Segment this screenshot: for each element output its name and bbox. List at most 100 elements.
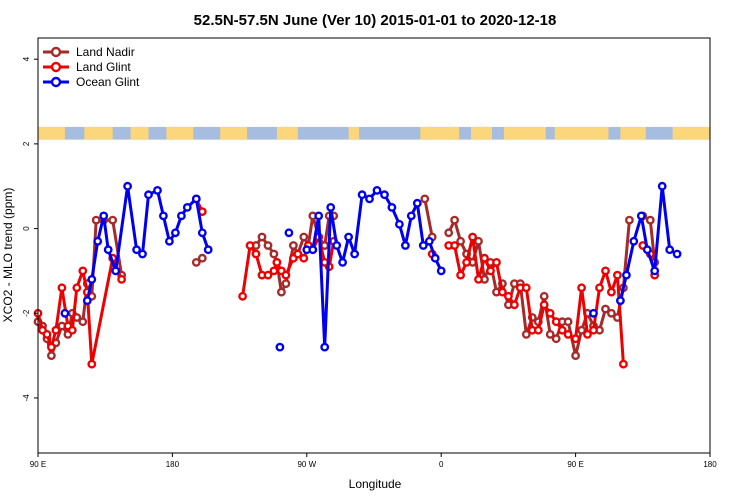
ocean-glint-point: [665, 245, 675, 255]
land-band: [348, 126, 360, 140]
land-glint-point: [601, 266, 610, 276]
land-glint-point: [245, 241, 255, 250]
land-glint-point: [486, 266, 495, 276]
land-nadir-point: [288, 241, 298, 250]
plot-area: [33, 181, 682, 369]
land-glint-point: [607, 287, 616, 297]
land-nadir-point: [563, 317, 573, 327]
y-tick-label: 4: [22, 56, 31, 61]
land-glint-point: [462, 257, 471, 267]
land-nadir-point: [420, 194, 430, 204]
land-mask-strip: [38, 126, 710, 140]
legend-swatch-marker: [50, 76, 62, 88]
ocean-glint-point: [111, 266, 121, 276]
land-glint-point: [557, 325, 567, 335]
land-nadir-point: [577, 325, 586, 335]
y-tick-label: -2: [22, 309, 31, 317]
ocean-glint-point: [138, 249, 147, 259]
land-glint-point: [78, 266, 88, 276]
land-nadir-point: [299, 232, 309, 242]
land-nadir-point: [191, 257, 201, 267]
land-nadir-line: [254, 214, 334, 294]
ocean-glint-point: [332, 241, 342, 250]
land-band: [38, 126, 65, 140]
ocean-glint-point: [629, 236, 639, 246]
land-glint-point: [238, 291, 248, 301]
ocean-glint-point: [338, 257, 347, 267]
land-glint-point: [551, 317, 561, 327]
land-glint-point: [613, 270, 622, 280]
ocean-glint-point: [275, 342, 285, 352]
x-tick-label: 0: [439, 460, 444, 469]
land-nadir-point: [645, 215, 655, 225]
land-glint-point: [619, 359, 628, 369]
ocean-glint-point: [365, 194, 374, 204]
ocean-glint-point: [164, 236, 174, 246]
land-glint-point: [497, 287, 507, 297]
land-band: [220, 126, 248, 140]
legend-item-land-glint: Land Glint: [43, 60, 131, 74]
x-tick-label: 180: [703, 460, 717, 469]
land-glint-point: [281, 270, 291, 280]
ocean-glint-point: [400, 241, 410, 250]
land-nadir-point: [601, 304, 610, 314]
land-nadir-point: [545, 329, 555, 339]
x-tick-label: 90 W: [297, 460, 316, 469]
land-glint-point: [474, 274, 483, 284]
land-glint-point: [563, 329, 573, 339]
land-glint-point: [595, 283, 604, 293]
ocean-glint-point: [284, 228, 294, 238]
land-band: [620, 126, 646, 140]
land-glint-point: [87, 359, 97, 369]
land-glint-point: [57, 283, 67, 293]
land-glint-point: [293, 249, 303, 259]
legend-item-ocean-glint: Ocean Glint: [43, 75, 140, 89]
land-glint-point: [503, 291, 513, 301]
ocean-glint-series: [60, 181, 682, 352]
legend-swatch-marker: [50, 61, 62, 73]
land-glint-point: [47, 342, 56, 352]
ocean-glint-point: [436, 266, 446, 276]
ocean-glint-point: [203, 245, 213, 255]
ocean-glint-point: [132, 245, 142, 255]
land-glint-point: [72, 283, 82, 293]
y-axis-label: XCO2 - MLO trend (ppm): [1, 188, 15, 323]
land-nadir-point: [456, 236, 465, 246]
land-nadir-point: [521, 329, 531, 339]
ocean-glint-line: [618, 184, 678, 301]
legend-label: Ocean Glint: [76, 75, 140, 89]
land-band: [471, 126, 492, 140]
land-glint-point: [577, 283, 586, 293]
ocean-glint-point: [182, 202, 192, 212]
ocean-glint-point: [158, 211, 168, 221]
ocean-glint-point: [418, 241, 428, 250]
legend-label: Land Nadir: [76, 45, 135, 59]
ocean-glint-point: [372, 185, 382, 195]
ocean-glint-point: [99, 211, 109, 221]
land-glint-point: [117, 274, 127, 284]
land-nadir-line: [423, 198, 434, 238]
land-glint-point: [51, 325, 61, 335]
ocean-glint-point: [622, 270, 631, 280]
ocean-glint-point: [406, 211, 416, 221]
land-band: [84, 126, 113, 140]
land-nadir-point: [47, 351, 56, 360]
land-glint-point: [533, 325, 543, 335]
ocean-glint-point: [344, 232, 353, 242]
land-nadir-point: [257, 232, 267, 242]
land-nadir-point: [197, 253, 207, 263]
land-nadir-point: [263, 241, 273, 250]
ocean-glint-point: [642, 245, 652, 255]
y-tick-label: -4: [22, 394, 31, 402]
land-glint-point: [468, 232, 477, 242]
ocean-glint-point: [672, 249, 682, 259]
ocean-glint-point: [153, 185, 162, 195]
legend-item-land-nadir: Land Nadir: [43, 45, 135, 59]
plot-frame: [37, 37, 711, 454]
ocean-glint-point: [144, 190, 153, 200]
ocean-glint-point: [616, 296, 625, 305]
y-tick-label: 2: [22, 141, 31, 146]
ocean-glint-point: [170, 228, 180, 238]
